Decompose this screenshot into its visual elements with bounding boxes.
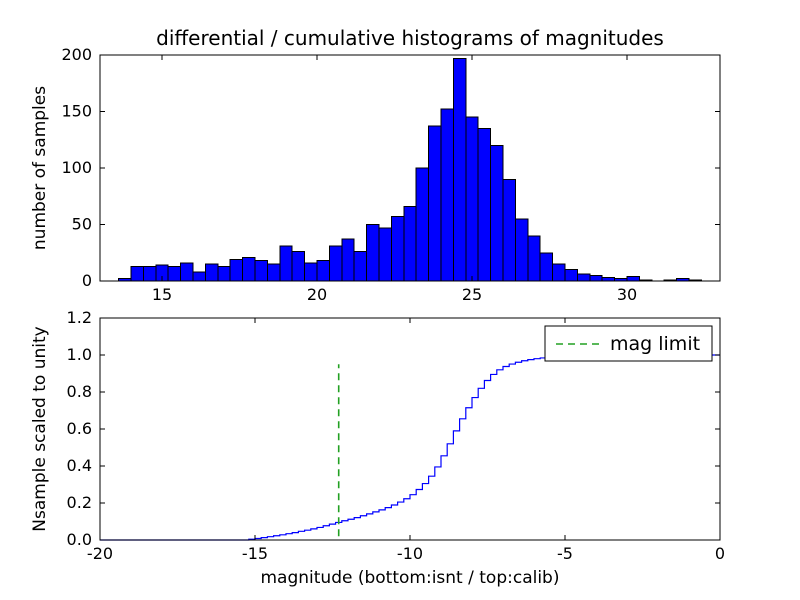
histogram-bar bbox=[552, 263, 566, 282]
x-tick-label: -20 bbox=[87, 544, 113, 563]
histogram-bar bbox=[539, 252, 554, 282]
y-tick-label: 1.2 bbox=[67, 308, 92, 327]
y-tick-label: 0.8 bbox=[67, 382, 92, 401]
y-tick-label: 100 bbox=[61, 158, 92, 177]
x-tick-label: -5 bbox=[557, 544, 573, 563]
bottom-axes: -20 -15 -10 -5 0 0.0 0.2 0.4 0.6 0.8 1.0 1.2 mag lim… bbox=[67, 308, 726, 563]
y-tick-label: 1.0 bbox=[67, 345, 92, 364]
y-tick-label: 200 bbox=[61, 45, 92, 64]
x-tick-label: -10 bbox=[397, 544, 423, 563]
histogram-bar bbox=[527, 235, 541, 282]
histogram-bar bbox=[229, 259, 244, 282]
histogram-bar bbox=[353, 251, 368, 282]
histogram-bar bbox=[440, 108, 454, 282]
histogram-bar bbox=[341, 238, 355, 282]
histogram-bar bbox=[477, 127, 492, 282]
y-tick-label: 150 bbox=[61, 102, 92, 121]
histogram-bar bbox=[378, 227, 392, 282]
y-tick-label: 0.4 bbox=[67, 456, 92, 475]
histogram-bar bbox=[452, 57, 467, 282]
y-tick-label: 0.0 bbox=[67, 530, 92, 549]
histogram-bar bbox=[242, 256, 256, 282]
top-y-axis-label: number of samples bbox=[30, 86, 50, 250]
histogram-bar bbox=[564, 269, 578, 282]
x-tick-label: -15 bbox=[242, 544, 268, 563]
histogram-bar bbox=[167, 265, 182, 282]
histogram-bar bbox=[366, 224, 380, 282]
bottom-x-axis-label: magnitude (bottom:isnt / top:calib) bbox=[261, 568, 560, 588]
histogram-bar bbox=[304, 262, 318, 282]
y-tick-label: 50 bbox=[72, 215, 92, 234]
histogram-bar bbox=[465, 116, 479, 282]
histogram-bar bbox=[217, 265, 231, 282]
histogram-bar bbox=[180, 262, 194, 282]
histogram-bar bbox=[279, 245, 293, 282]
histogram-bar bbox=[266, 263, 281, 282]
x-tick-label: 30 bbox=[617, 285, 637, 304]
histogram-bar bbox=[192, 271, 206, 282]
bottom-y-axis-label: Nsample scaled to unity bbox=[30, 326, 50, 531]
histogram-bar bbox=[390, 216, 405, 282]
histogram-bar bbox=[254, 260, 268, 282]
histogram-bar bbox=[316, 260, 330, 282]
y-tick-label: 0 bbox=[82, 271, 92, 290]
histogram-bar bbox=[576, 273, 591, 282]
legend: mag limit bbox=[544, 325, 713, 362]
histogram-bar bbox=[142, 265, 157, 282]
x-tick-label: 0 bbox=[715, 544, 725, 563]
histogram-bar bbox=[502, 178, 516, 282]
cumulative-curve bbox=[100, 354, 720, 541]
x-tick-label: 20 bbox=[307, 285, 327, 304]
histogram-bar bbox=[403, 205, 417, 282]
histogram-bar bbox=[490, 144, 504, 282]
histogram-bar bbox=[291, 251, 306, 282]
histogram-bar bbox=[589, 274, 603, 282]
chart-title: differential / cumulative histograms of … bbox=[156, 26, 664, 50]
histogram-bar bbox=[328, 245, 343, 282]
histogram-bar bbox=[428, 125, 442, 282]
histogram-bar bbox=[204, 263, 219, 282]
y-tick-label: 0.2 bbox=[67, 493, 92, 512]
y-tick-label: 0.6 bbox=[67, 419, 92, 438]
histogram-bar bbox=[130, 265, 144, 282]
top-axes: 15 20 25 30 0 50 100 150 200 bbox=[61, 45, 721, 304]
histogram-bar bbox=[415, 167, 430, 282]
histogram-bar bbox=[601, 277, 616, 282]
histogram-bar bbox=[626, 275, 640, 282]
x-tick-label: 15 bbox=[152, 285, 172, 304]
x-tick-label: 25 bbox=[462, 285, 482, 304]
legend-label: mag limit bbox=[610, 333, 700, 355]
histogram-bar bbox=[514, 218, 529, 282]
